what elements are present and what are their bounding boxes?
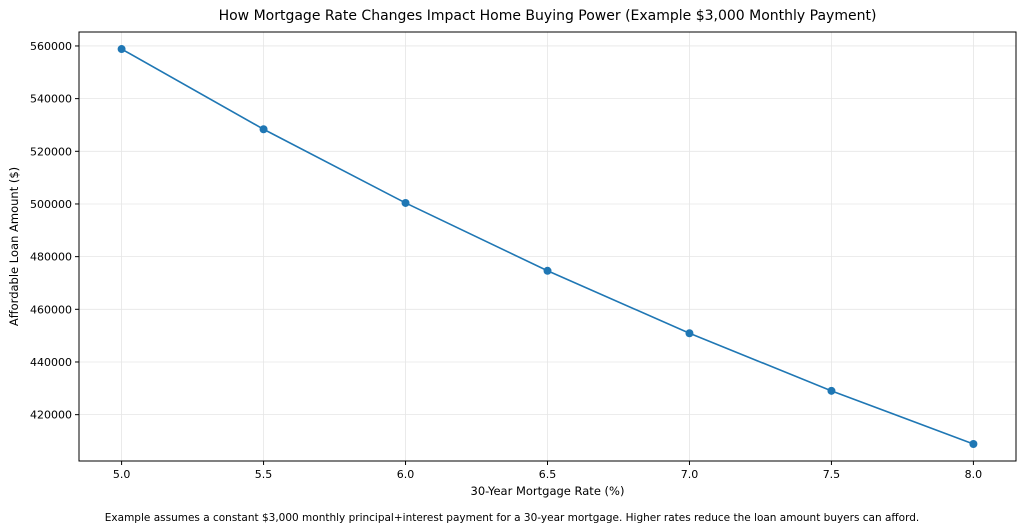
y-tick-label: 500000 — [30, 198, 72, 211]
data-point — [117, 45, 126, 54]
data-point — [401, 198, 410, 207]
data-point — [827, 386, 836, 395]
y-tick-label: 460000 — [30, 303, 72, 316]
y-tick-label: 540000 — [30, 93, 72, 106]
x-tick-label: 6.0 — [397, 468, 415, 481]
y-tick-label: 480000 — [30, 251, 72, 264]
x-tick-label: 7.0 — [681, 468, 699, 481]
chart-footnote: Example assumes a constant $3,000 monthl… — [105, 512, 919, 524]
y-tick-label: 440000 — [30, 356, 72, 369]
x-tick-label: 8.0 — [965, 468, 983, 481]
data-point — [685, 329, 694, 338]
y-axis-label: Affordable Loan Amount ($) — [7, 167, 21, 326]
y-tick-label: 560000 — [30, 40, 72, 53]
chart-title: How Mortgage Rate Changes Impact Home Bu… — [219, 8, 877, 24]
data-point — [543, 266, 552, 275]
x-tick-label: 5.0 — [113, 468, 131, 481]
x-axis-label: 30-Year Mortgage Rate (%) — [471, 484, 625, 498]
x-tick-label: 6.5 — [539, 468, 557, 481]
x-axis-ticks: 5.0 5.5 6.0 6.5 7.0 7.5 8.0 — [113, 461, 982, 481]
data-point — [969, 440, 978, 449]
series-group — [117, 45, 978, 449]
y-tick-label: 520000 — [30, 145, 72, 158]
x-tick-label: 7.5 — [823, 468, 841, 481]
y-axis-ticks: 420000 440000 460000 480000 500000 520000 5400… — [30, 40, 79, 422]
y-tick-label: 420000 — [30, 409, 72, 422]
x-tick-label: 5.5 — [255, 468, 273, 481]
grid-lines — [79, 32, 1016, 461]
data-point — [259, 125, 268, 134]
